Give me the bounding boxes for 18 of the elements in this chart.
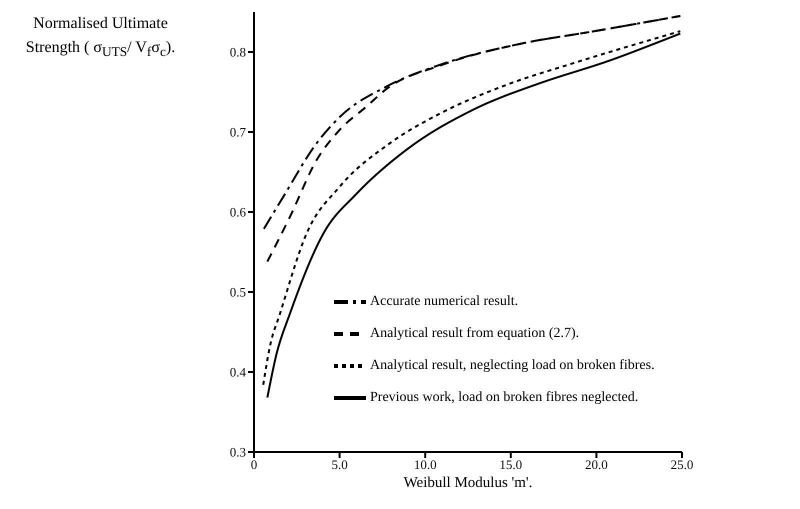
y-tick-label: 0.5	[230, 284, 246, 300]
y-tick-label: 0.8	[230, 44, 246, 60]
y-axis-title: Normalised Ultimate Strength ( σ$_{UTS}$/ V$_{f}$σ$_{c}$).	[24, 14, 176, 62]
x-tick-label: 10.0	[414, 457, 437, 472]
legend-label: Accurate numerical result.	[370, 294, 518, 310]
y-tick-label: 0.7	[230, 124, 246, 140]
x-tick-label: 0	[250, 457, 258, 472]
legend-label: Analytical result from equation (2.7).	[370, 326, 580, 342]
x-tick-label: 15.0	[499, 457, 522, 472]
legend-label: Analytical result, neglecting load on broken fibres.	[370, 358, 655, 374]
x-tick-label: 20.0	[585, 457, 608, 472]
y-tick-label: 0.4	[230, 364, 246, 380]
legend-label: Previous work, load on broken fibres neglected.	[370, 390, 638, 406]
y-tick-label: 0.3	[230, 444, 246, 460]
x-axis-title: Weibull Modulus 'm'.	[402, 475, 534, 492]
y-tick-label: 0.6	[230, 204, 246, 220]
x-tick-label: 5.0	[331, 457, 348, 472]
x-tick-label: 25.0	[670, 457, 694, 472]
